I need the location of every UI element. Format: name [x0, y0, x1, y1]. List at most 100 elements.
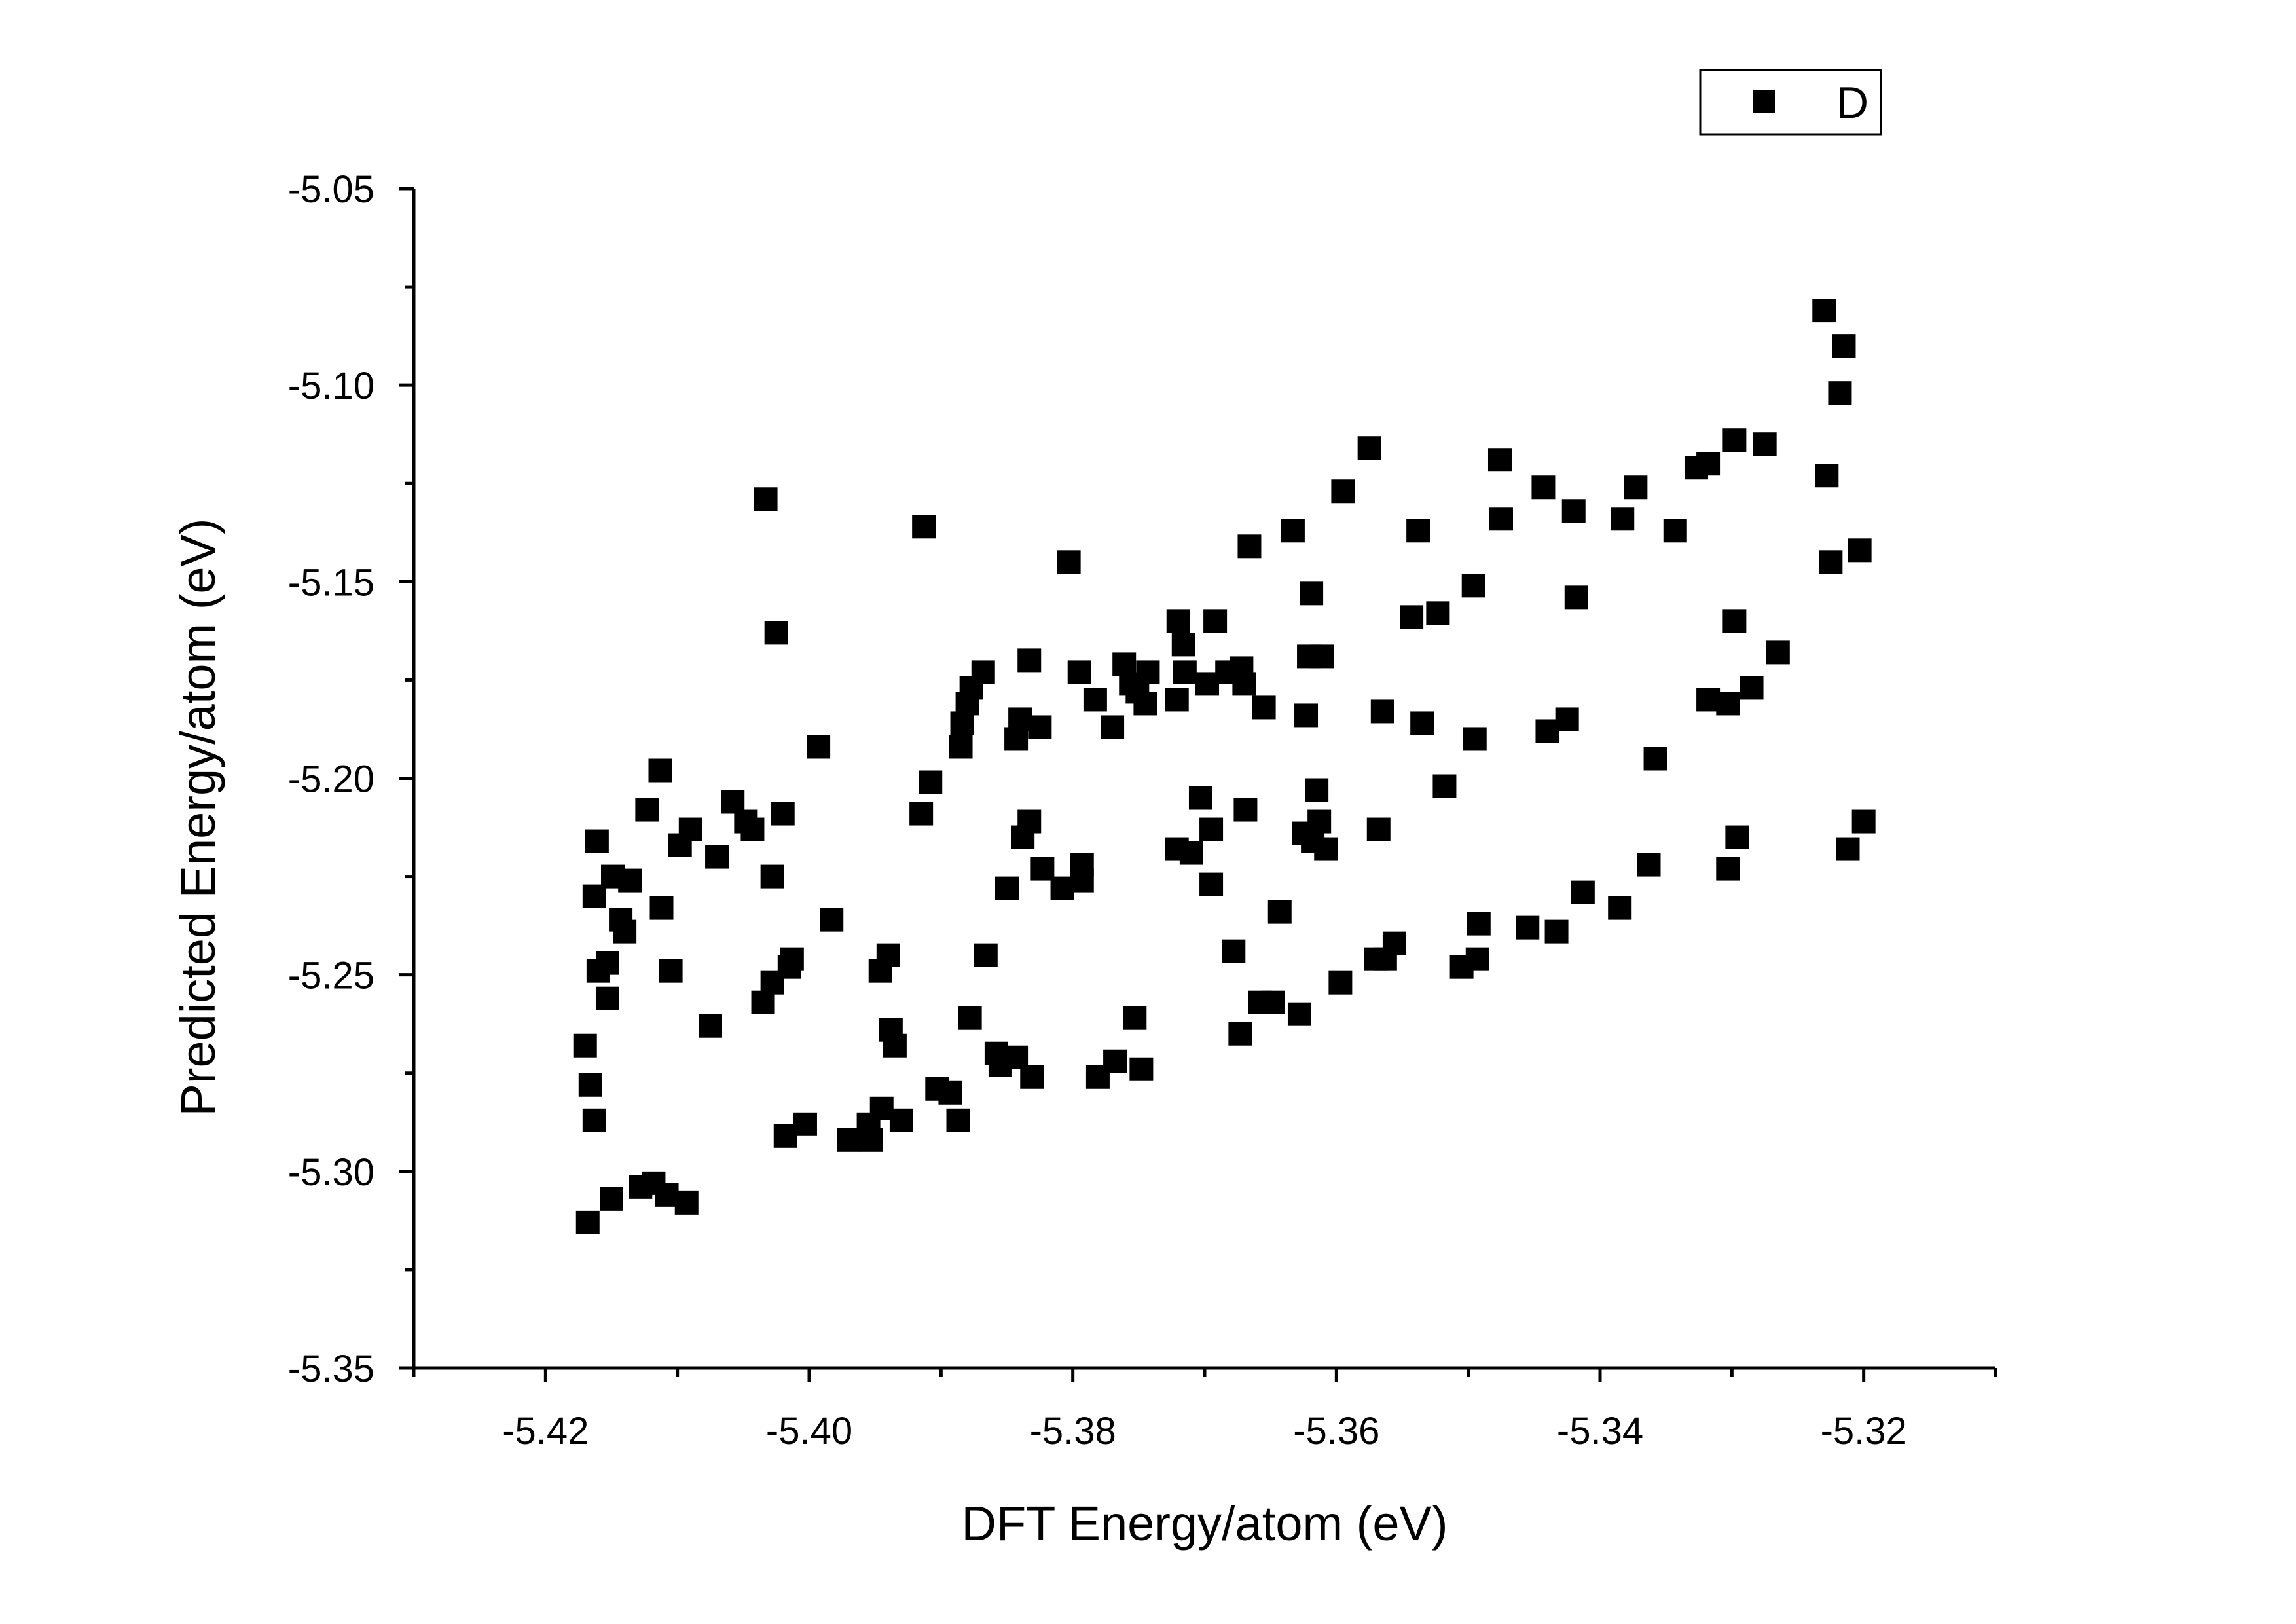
data-point [1370, 699, 1394, 724]
data-point [1300, 581, 1324, 606]
data-point [1232, 672, 1256, 696]
data-point [889, 1108, 913, 1132]
data-point [1531, 475, 1556, 500]
data-point [1382, 931, 1406, 955]
data-point [1544, 919, 1569, 944]
data-point [1101, 715, 1125, 739]
data-point [837, 1128, 861, 1152]
data-point [950, 711, 974, 735]
data-point [1637, 853, 1661, 877]
y-axis-title: Predicted Energy/atom (eV) [171, 518, 225, 1116]
data-point [1696, 688, 1721, 712]
data-point [595, 951, 619, 975]
data-point [1716, 692, 1740, 716]
data-point [1696, 452, 1721, 476]
data-point [575, 1210, 600, 1234]
data-point [1123, 1006, 1147, 1030]
data-point [1203, 609, 1228, 633]
data-point [1017, 648, 1042, 673]
data-point [1624, 475, 1648, 500]
data-point [573, 1033, 597, 1058]
data-point [1357, 436, 1381, 460]
data-point [1753, 432, 1777, 456]
data-point [771, 802, 795, 826]
data-point [740, 817, 765, 841]
x-tick-label: -5.32 [1821, 1410, 1907, 1452]
x-tick-label: -5.36 [1293, 1410, 1379, 1452]
data-point [1328, 970, 1353, 995]
data-point [751, 990, 775, 1014]
x-axis-title: DFT Energy/atom (eV) [962, 1496, 1448, 1551]
x-tick-label: -5.34 [1557, 1410, 1643, 1452]
data-points [573, 299, 1876, 1234]
data-point [1067, 660, 1091, 684]
data-point [705, 845, 729, 869]
data-point [1740, 676, 1764, 700]
data-point [958, 1006, 982, 1030]
data-point [1057, 550, 1081, 574]
data-point [1463, 727, 1487, 751]
data-point [1555, 707, 1579, 731]
data-point [1017, 809, 1042, 834]
data-point [678, 817, 702, 841]
data-point [1406, 519, 1430, 543]
data-point [1766, 640, 1790, 665]
data-point [1611, 507, 1635, 531]
data-point [721, 790, 745, 814]
legend-label: D [1836, 78, 1868, 128]
data-point [649, 896, 674, 920]
data-point [1310, 644, 1334, 669]
data-point [1815, 464, 1839, 488]
data-point [1465, 947, 1489, 971]
data-point [1725, 825, 1749, 849]
data-point [974, 943, 998, 967]
legend-marker [1753, 90, 1775, 113]
y-tick-label: -5.35 [288, 1348, 374, 1390]
data-point [919, 770, 943, 794]
data-point [1410, 711, 1434, 735]
data-point [1400, 605, 1424, 629]
data-point [1050, 876, 1074, 900]
data-point [1195, 672, 1220, 696]
data-point [754, 487, 778, 511]
data-point [1307, 809, 1332, 834]
data-point [820, 908, 844, 932]
data-point [1267, 900, 1292, 924]
data-point [1252, 695, 1276, 720]
data-point [1030, 857, 1055, 881]
data-point [618, 868, 642, 893]
x-tick-label: -5.40 [766, 1410, 852, 1452]
data-point [1188, 786, 1212, 810]
y-tick-label: -5.10 [288, 365, 374, 407]
data-point [659, 959, 683, 983]
data-point [1008, 707, 1032, 731]
data-point [949, 735, 973, 759]
data-point [1171, 633, 1195, 657]
data-point [655, 1183, 679, 1207]
data-point [773, 1124, 797, 1148]
data-point [578, 1073, 602, 1097]
data-point [1535, 719, 1559, 743]
data-point [613, 919, 637, 944]
data-point [1136, 660, 1160, 684]
y-tick-label: -5.30 [288, 1151, 374, 1194]
data-point [807, 735, 831, 759]
data-point [1722, 609, 1747, 633]
data-point [1165, 688, 1189, 712]
data-point [1848, 538, 1872, 563]
data-point [585, 829, 609, 853]
data-point [971, 660, 995, 684]
data-point [1199, 817, 1224, 841]
data-point [1467, 912, 1491, 936]
x-tick-label: -5.42 [502, 1410, 589, 1452]
x-ticks: -5.42 -5.40 -5.38 -5.36 -5.34 -5.32 [412, 1368, 1997, 1452]
data-point [1571, 880, 1595, 904]
data-point [995, 876, 1019, 900]
data-point [909, 802, 934, 826]
x-tick-label: -5.38 [1030, 1410, 1116, 1452]
data-point [1028, 715, 1052, 739]
data-point [1828, 381, 1852, 405]
data-point [883, 1033, 907, 1058]
data-point [699, 1014, 722, 1038]
data-point [1819, 550, 1843, 574]
